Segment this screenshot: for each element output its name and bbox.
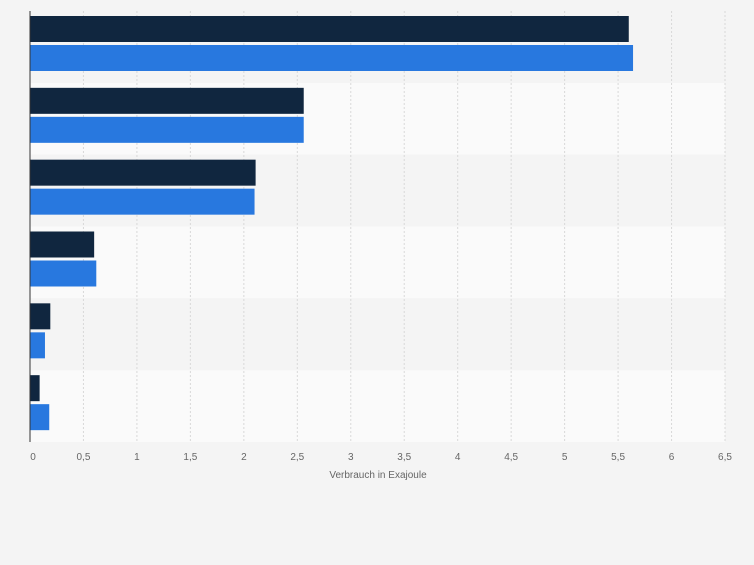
x-tick-label: 4,5 xyxy=(504,452,518,463)
bar-series2 xyxy=(30,332,45,359)
x-tick-label: 6,5 xyxy=(718,452,732,463)
x-tick-label: 4 xyxy=(455,452,461,463)
x-tick-label: 3,5 xyxy=(397,452,411,463)
row-band xyxy=(30,226,725,299)
x-tick-label: 0,5 xyxy=(77,452,91,463)
bar-series1 xyxy=(30,375,40,402)
x-tick-label: 0 xyxy=(30,452,36,463)
row-bands xyxy=(30,11,725,442)
x-tick-label: 3 xyxy=(348,452,354,463)
bar-series1 xyxy=(30,87,304,114)
x-tick-label: 1,5 xyxy=(183,452,197,463)
bar-series2 xyxy=(30,260,97,287)
x-tick-label: 1 xyxy=(134,452,140,463)
bar-series1 xyxy=(30,159,256,186)
bars-group xyxy=(30,16,634,431)
x-tick-labels: 0 0,5 1 1,5 2 2,5 3 3,5 4 4,5 5 5,5 6 6,5 xyxy=(30,452,732,463)
bar-series1 xyxy=(30,16,629,42)
bar-series2 xyxy=(30,188,255,215)
bar-series2 xyxy=(30,404,50,431)
bar-series2 xyxy=(30,45,634,71)
x-tick-label: 2,5 xyxy=(290,452,304,463)
x-tick-label: 5,5 xyxy=(611,452,625,463)
x-tick-label: 5 xyxy=(562,452,568,463)
x-tick-label: 6 xyxy=(669,452,675,463)
bar-series1 xyxy=(30,231,95,258)
bar-series1 xyxy=(30,303,51,330)
row-band xyxy=(30,298,725,371)
row-band xyxy=(30,370,725,442)
x-tick-label: 2 xyxy=(241,452,247,463)
x-axis-title: Verbrauch in Exajoule xyxy=(329,470,427,481)
bar-series2 xyxy=(30,116,304,143)
